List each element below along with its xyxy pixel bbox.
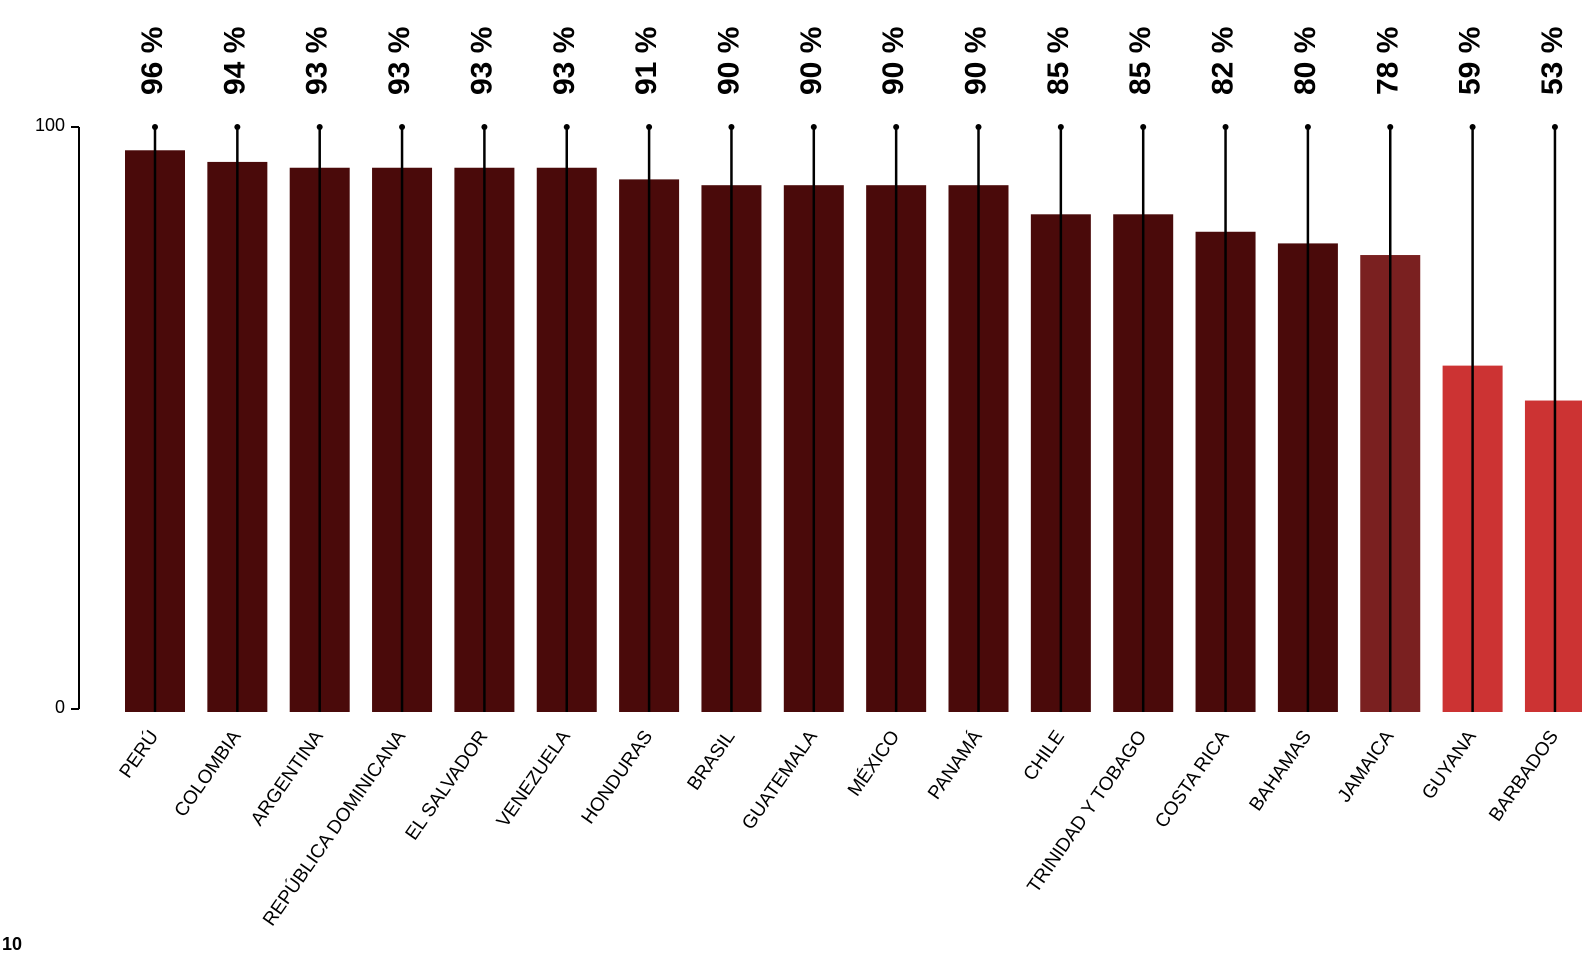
y-tick-label: 100 xyxy=(35,115,65,135)
category-label: CHILE xyxy=(1020,727,1069,785)
value-label: 85 % xyxy=(1124,27,1157,95)
category-label: BRASIL xyxy=(684,727,740,794)
value-label: 59 % xyxy=(1454,27,1487,95)
value-labels: 96 % 94 % 93 % 93 % 93 % 93 % 91 % 90 % 90 % 90 %… xyxy=(136,27,1569,95)
whisker-cap xyxy=(975,124,982,130)
whisker-cap xyxy=(646,124,653,130)
value-label: 78 % xyxy=(1371,27,1404,95)
category-label: JAMAICA xyxy=(1334,727,1399,807)
value-label: 93 % xyxy=(548,27,581,95)
category-label: REPÚBLICA DOMINICANA xyxy=(258,726,410,930)
value-label: 90 % xyxy=(960,27,993,95)
whisker-cap xyxy=(1469,124,1476,130)
value-label: 90 % xyxy=(795,27,828,95)
whisker-cap xyxy=(1387,124,1394,130)
value-label: 85 % xyxy=(1042,27,1075,95)
whisker-cap xyxy=(316,124,323,130)
y-tick-label: 0 xyxy=(55,697,65,717)
value-label: 53 % xyxy=(1536,27,1569,95)
category-label: GUYANA xyxy=(1418,727,1481,804)
value-label: 94 % xyxy=(218,27,251,95)
value-label: 90 % xyxy=(712,27,745,95)
category-label: ARGENTINA xyxy=(247,727,328,830)
whisker-cap xyxy=(728,124,735,130)
value-label: 82 % xyxy=(1207,27,1240,95)
value-label: 93 % xyxy=(301,27,334,95)
category-label: PANAMÁ xyxy=(924,727,987,804)
y-axis: 0 100 xyxy=(35,115,80,717)
bar xyxy=(1524,400,1582,712)
whiskers-layer xyxy=(152,124,1558,712)
category-label: EL SALVADOR xyxy=(402,727,493,844)
whisker-cap xyxy=(1304,124,1311,130)
whisker-cap xyxy=(1551,124,1558,130)
value-label: 90 % xyxy=(877,27,910,95)
category-label: COLOMBIA xyxy=(171,727,246,821)
value-label: 96 % xyxy=(136,27,169,95)
whisker-cap xyxy=(893,124,900,130)
category-label: PERÚ xyxy=(115,726,163,782)
category-label: HONDURAS xyxy=(578,727,658,828)
category-label: BARBADOS xyxy=(1485,727,1563,826)
category-label: BAHAMAS xyxy=(1245,727,1315,815)
whisker-cap xyxy=(1057,124,1064,130)
whisker-cap xyxy=(234,124,241,130)
value-label: 93 % xyxy=(465,27,498,95)
whisker-cap xyxy=(1140,124,1147,130)
category-label: GUATEMALA xyxy=(738,727,822,834)
value-label: 80 % xyxy=(1289,27,1322,95)
whisker-cap xyxy=(563,124,570,130)
category-label: MÉXICO xyxy=(844,727,904,800)
category-label: VENEZUELA xyxy=(493,727,575,832)
whisker-cap xyxy=(152,124,158,130)
footnote: 10 xyxy=(2,934,22,954)
whisker-cap xyxy=(481,124,488,130)
whisker-cap xyxy=(1222,124,1229,130)
whisker-cap xyxy=(399,124,406,130)
value-label: 93 % xyxy=(383,27,416,95)
whisker-cap xyxy=(810,124,817,130)
category-label: COSTA RICA xyxy=(1151,727,1234,832)
value-label: 91 % xyxy=(630,27,663,95)
bars-layer xyxy=(125,150,1582,713)
